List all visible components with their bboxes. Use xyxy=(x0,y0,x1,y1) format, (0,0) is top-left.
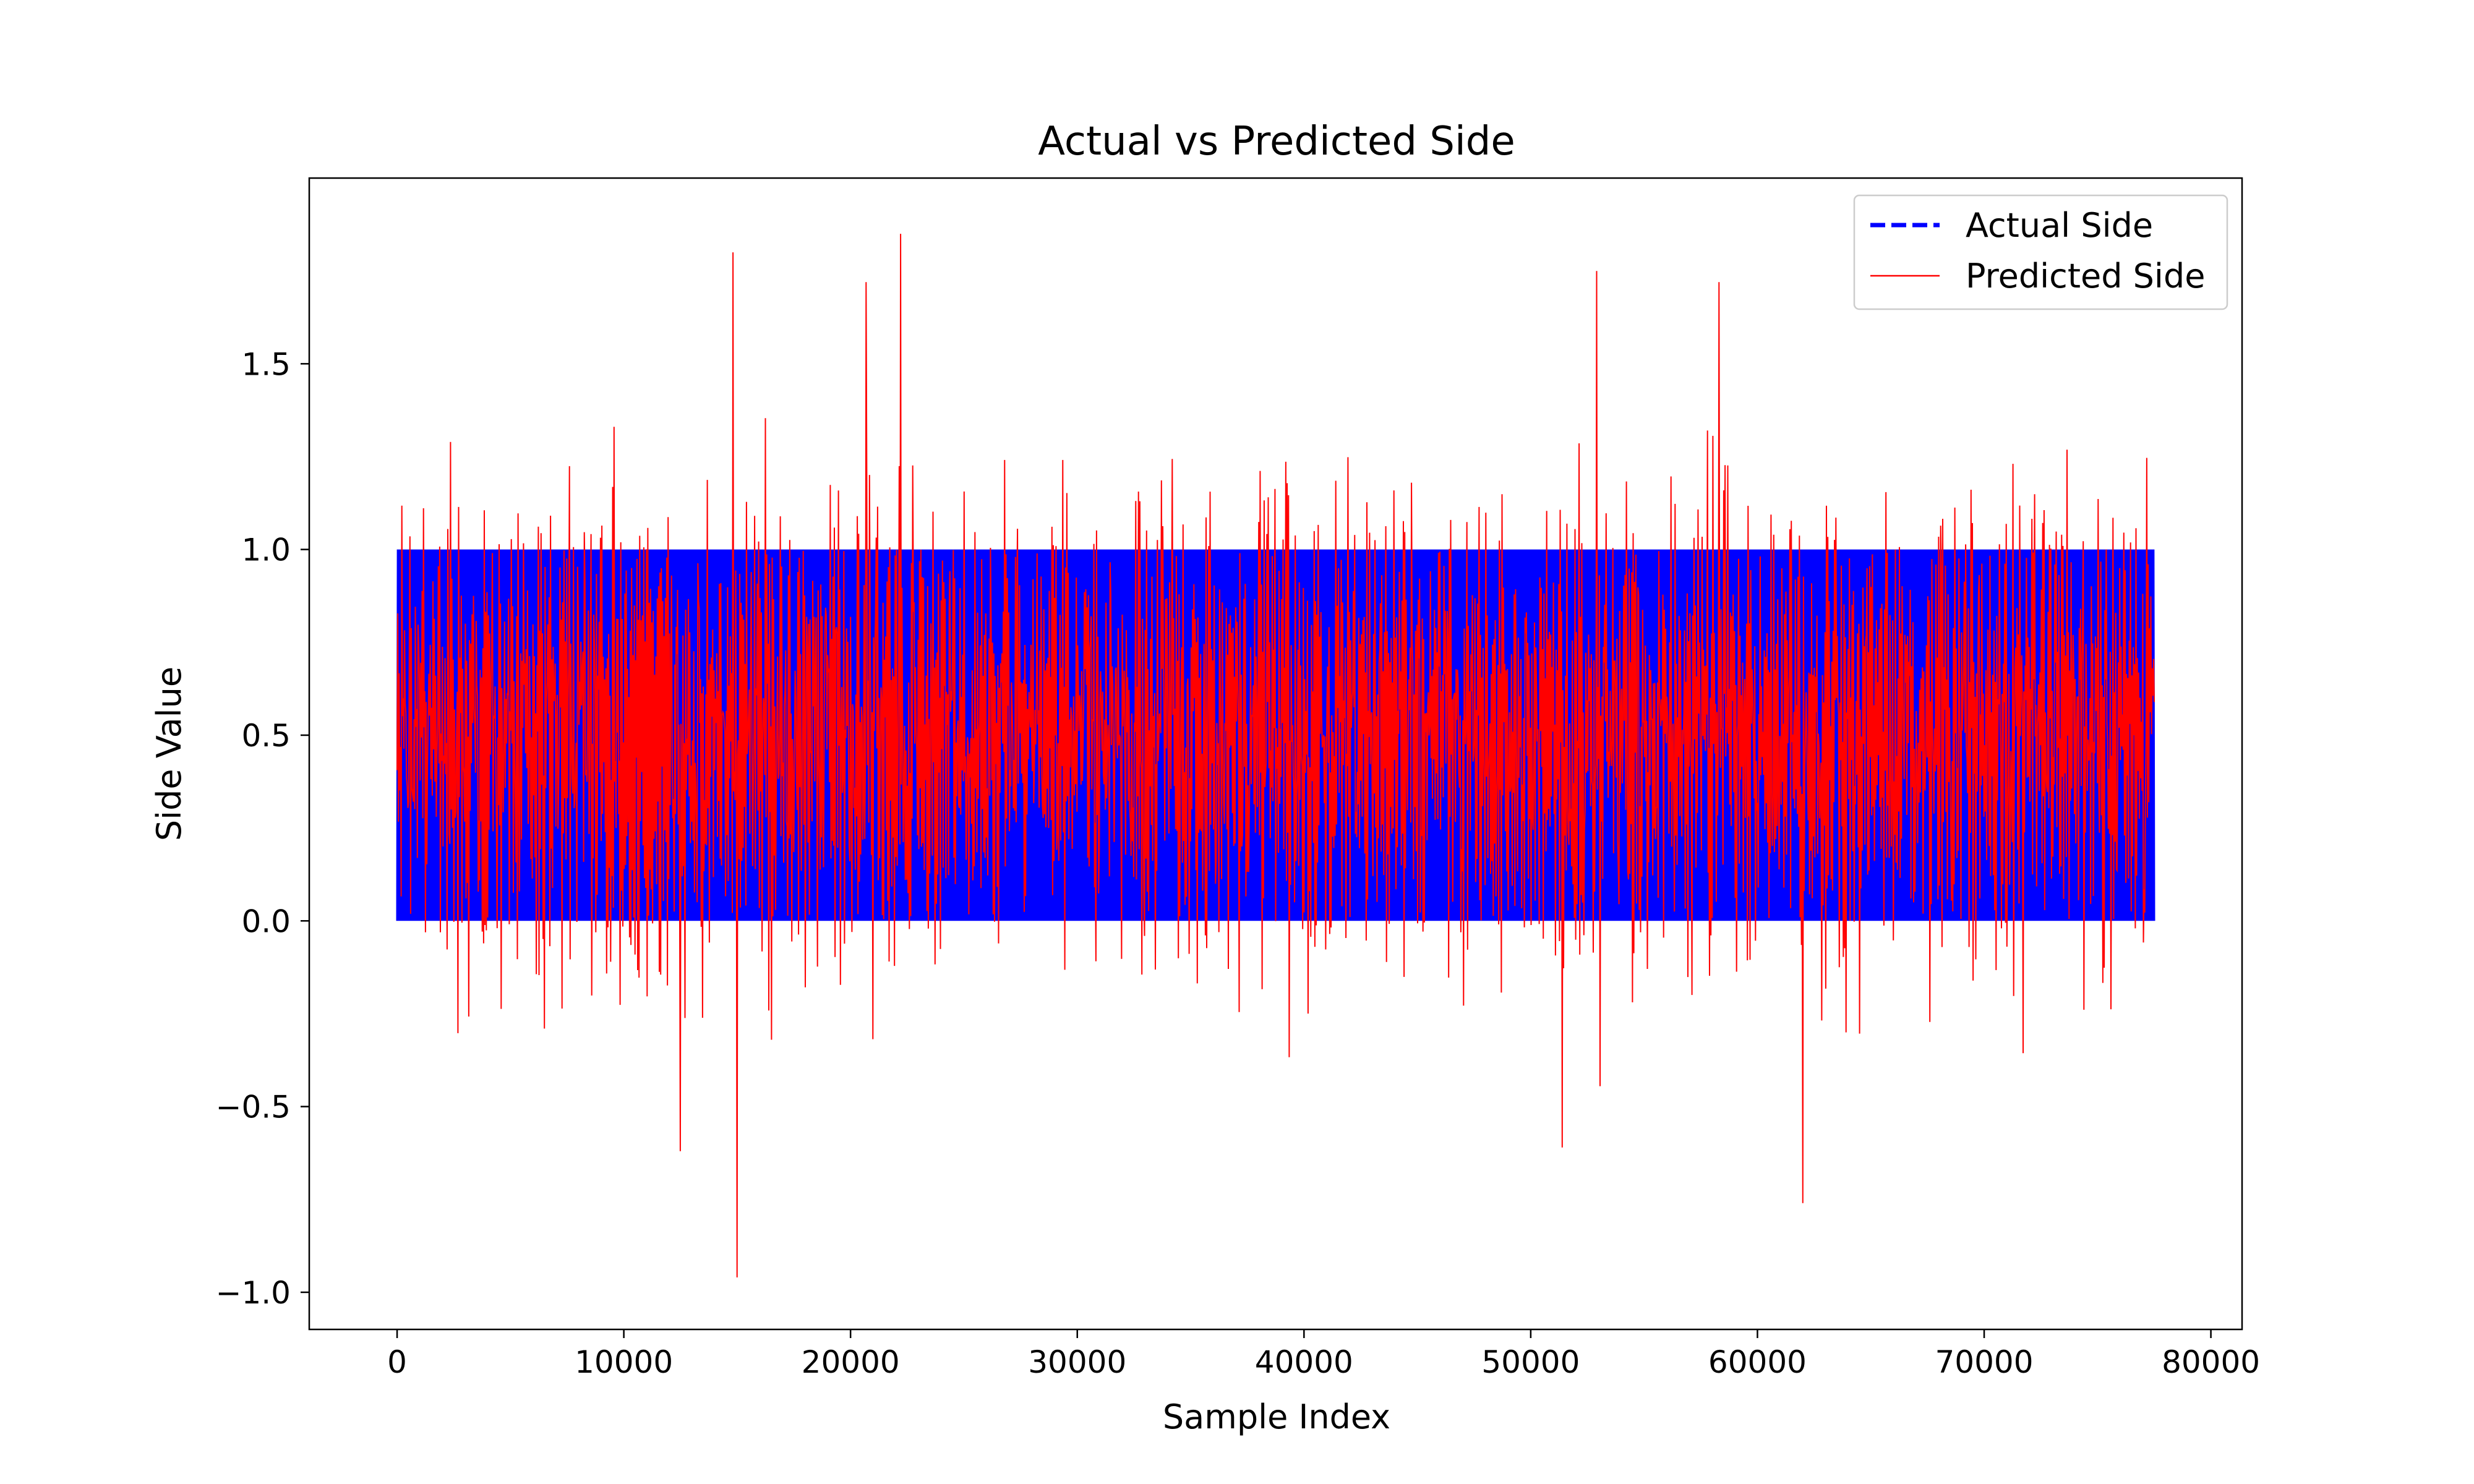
x-tick-label: 70000 xyxy=(1935,1344,2033,1380)
x-tick-label: 40000 xyxy=(1255,1344,1353,1380)
x-tick-label: 50000 xyxy=(1481,1344,1580,1380)
y-tick-label: −0.5 xyxy=(216,1090,291,1125)
legend-label-predicted: Predicted Side xyxy=(1966,257,2205,296)
y-axis-label: Side Value xyxy=(150,667,189,841)
y-tick-label: 1.0 xyxy=(241,532,291,568)
legend: Actual Side Predicted Side xyxy=(1853,194,2228,310)
y-tick-label: 0.0 xyxy=(241,903,291,939)
plot-frame xyxy=(308,177,2243,1331)
x-tick-label: 80000 xyxy=(2162,1344,2260,1380)
y-axis: −1.0 −0.5 0.0 0.5 1.0 1.5 xyxy=(216,346,309,1311)
x-tick-label: 60000 xyxy=(1708,1344,1807,1380)
x-tick-label: 10000 xyxy=(575,1344,673,1380)
x-tick-label: 20000 xyxy=(802,1344,900,1380)
x-tick-label: 0 xyxy=(387,1344,407,1380)
series-layer xyxy=(396,234,2155,1277)
x-tick-label: 30000 xyxy=(1028,1344,1126,1380)
y-tick-label: 1.5 xyxy=(241,346,291,382)
x-axis: 0 10000 20000 30000 40000 50000 60000 70000 8000… xyxy=(387,1329,2260,1380)
legend-box xyxy=(1853,194,2228,310)
y-tick-label: −1.0 xyxy=(216,1275,291,1311)
y-tick-label: 0.5 xyxy=(241,718,291,754)
x-axis-label: Sample Index xyxy=(1163,1397,1390,1436)
legend-label-actual: Actual Side xyxy=(1966,206,2153,245)
plot-area xyxy=(308,177,2243,1331)
chart-title: Actual vs Predicted Side xyxy=(1038,119,1515,164)
series-predicted-side xyxy=(396,234,2155,1277)
